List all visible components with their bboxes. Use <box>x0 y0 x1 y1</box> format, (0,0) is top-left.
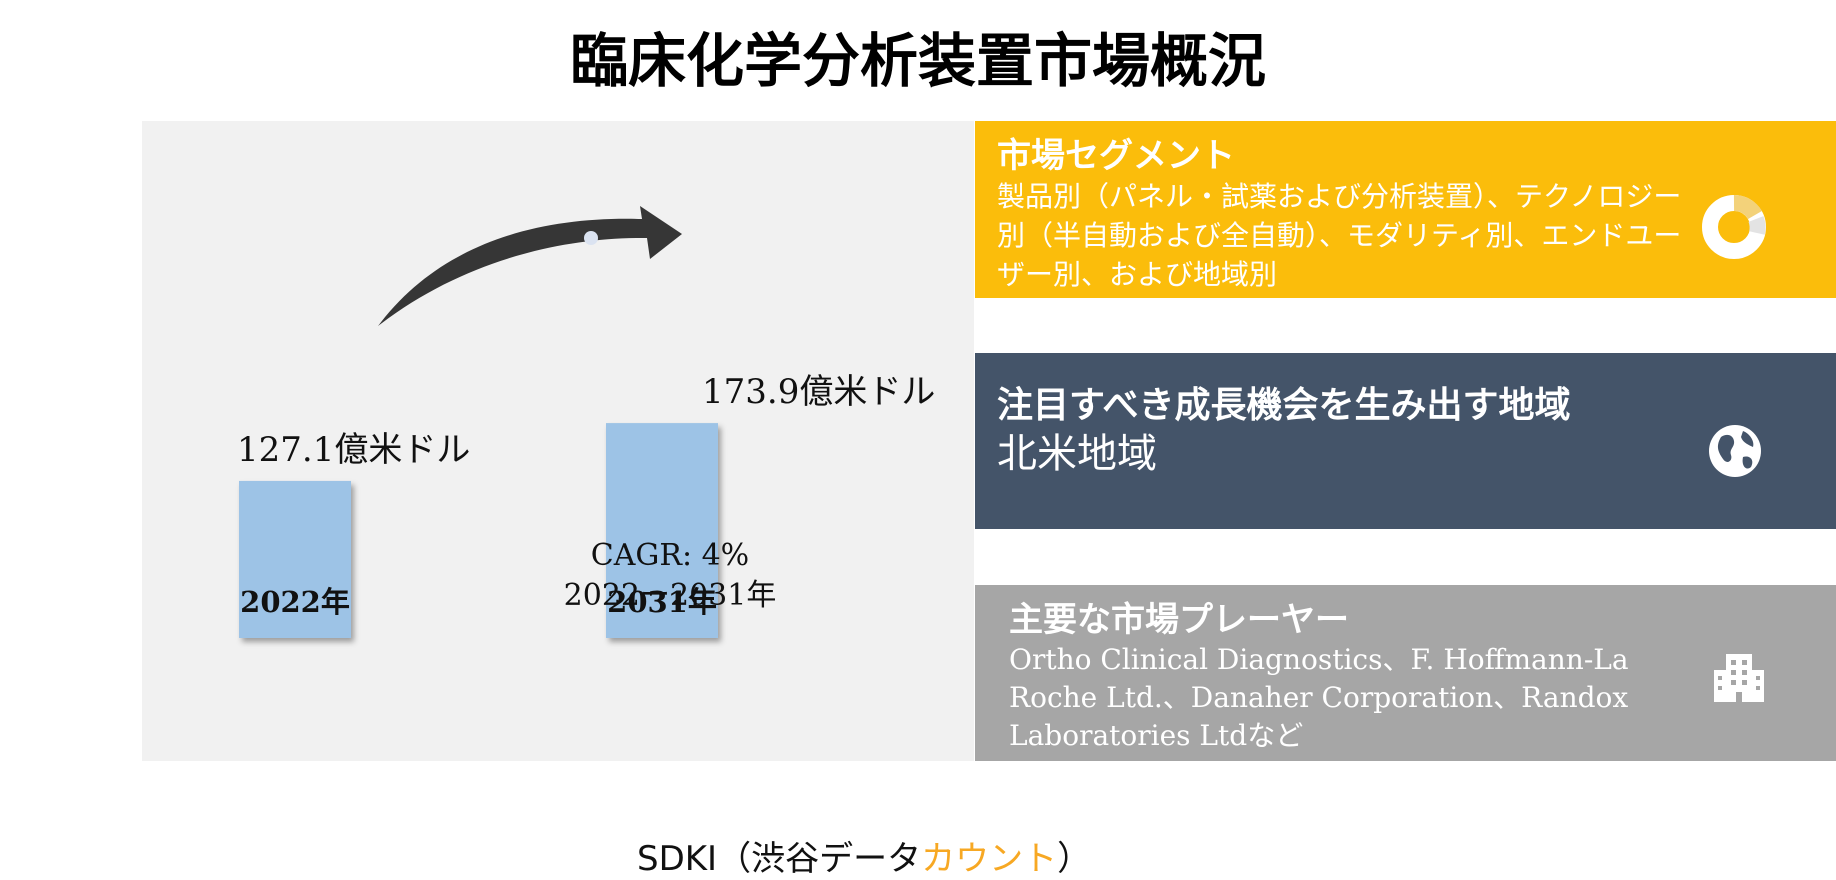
growth-arrow <box>378 206 682 326</box>
building-icon <box>1714 654 1764 702</box>
segments-heading: 市場セグメント <box>997 136 1235 176</box>
credit-suffix: ） <box>1057 839 1092 879</box>
region-body: 北米地域 <box>997 431 1157 477</box>
page-title: 臨床化学分析装置市場概況 <box>569 27 1266 95</box>
value-label: 173.9億米ドル <box>702 372 935 412</box>
cagr-period: 2022ー2031年 <box>563 578 777 613</box>
donut-chart-icon <box>1702 195 1766 259</box>
bar-2031年 <box>606 423 718 638</box>
bar-2022年 <box>239 480 351 638</box>
value-label: 127.1億米ドル <box>237 430 470 470</box>
players-body: Ortho Clinical Diagnostics、F. Hoffmann-L… <box>1009 643 1629 752</box>
bar-chart: 2022年 127.1億米ドル 2031年 173.9億米ドル <box>237 206 935 638</box>
market-segments-panel: 市場セグメント 製品別（パネル・試薬および分析装置）、テクノロジー別（半自動およ… <box>975 121 1836 298</box>
globe-icon <box>1709 425 1761 477</box>
cagr-value: CAGR: 4% <box>590 538 750 573</box>
arrow-dot <box>584 231 598 245</box>
source-credit: SDKI（渋谷データカウント） <box>637 831 1091 880</box>
growth-region-panel: 注目すべき成長機会を生み出す地域 北米地域 <box>975 353 1836 529</box>
cagr-annotation: CAGR: 4% 2022ー2031年 <box>550 536 790 616</box>
credit-prefix: SDKI（渋谷データ <box>637 839 922 879</box>
category-label: 2022年 <box>240 585 350 619</box>
key-players-panel: 主要な市場プレーヤー Ortho Clinical Diagnostics、F.… <box>975 585 1836 761</box>
region-heading: 注目すべき成長機会を生み出す地域 <box>997 384 1571 426</box>
credit-accent: カウント <box>921 839 1058 879</box>
segments-body: 製品別（パネル・試薬および分析装置）、テクノロジー別（半自動および全自動）、モダ… <box>997 180 1682 291</box>
chart-panel: 2022年 127.1億米ドル 2031年 173.9億米ドル CAGR: 4% 20… <box>142 121 1091 879</box>
players-heading: 主要な市場プレーヤー <box>1009 600 1349 640</box>
category-label: 2031年 <box>607 585 717 619</box>
